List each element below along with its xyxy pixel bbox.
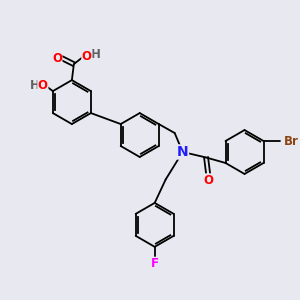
Text: H: H — [91, 48, 101, 61]
Text: H: H — [30, 79, 40, 92]
Text: O: O — [82, 50, 92, 63]
Text: O: O — [38, 79, 48, 92]
Text: O: O — [203, 174, 213, 187]
Text: F: F — [151, 257, 159, 270]
Text: Br: Br — [284, 134, 299, 148]
Text: O: O — [52, 52, 62, 65]
Text: N: N — [177, 145, 188, 159]
